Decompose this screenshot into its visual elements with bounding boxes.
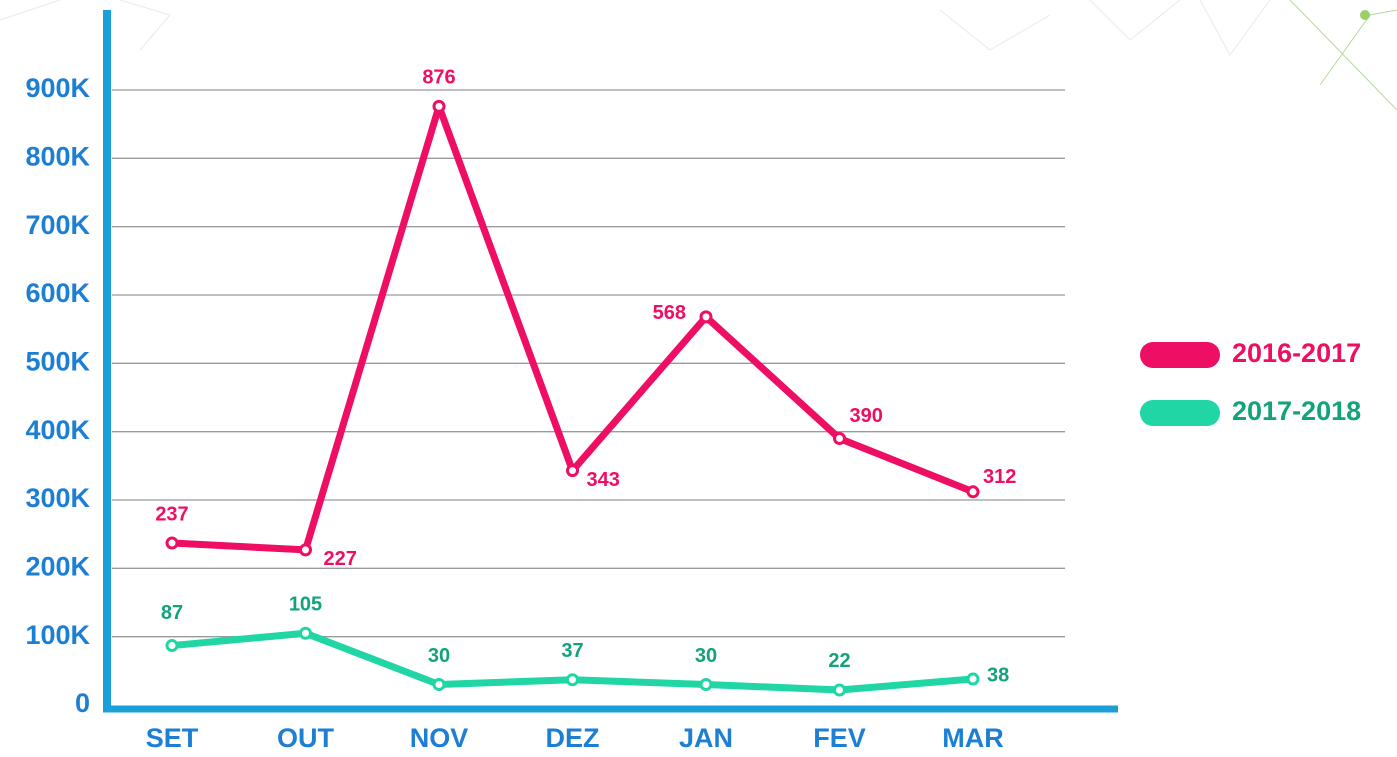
value-label: 38 xyxy=(987,664,1009,686)
point xyxy=(568,466,578,476)
y-tick-label: 0 xyxy=(75,688,90,718)
value-label: 343 xyxy=(587,469,620,491)
y-tick-label: 500K xyxy=(25,346,90,376)
point xyxy=(301,628,311,638)
x-tick-label: OUT xyxy=(277,723,335,753)
x-tick-label: JAN xyxy=(679,723,733,753)
value-label: 390 xyxy=(850,405,883,427)
point xyxy=(434,680,444,690)
series-line xyxy=(172,106,973,549)
legend-label: 2016-2017 xyxy=(1232,338,1361,368)
value-label: 237 xyxy=(155,503,188,525)
legend-swatch xyxy=(1140,342,1220,368)
point xyxy=(701,312,711,322)
x-tick-label: DEZ xyxy=(546,723,600,753)
y-tick-label: 300K xyxy=(25,483,90,513)
point xyxy=(434,101,444,111)
y-tick-label: 200K xyxy=(25,551,90,581)
y-tick-label: 800K xyxy=(25,141,90,171)
y-tick-label: 700K xyxy=(25,210,90,240)
value-label: 30 xyxy=(428,645,450,667)
y-tick-label: 400K xyxy=(25,415,90,445)
value-label: 312 xyxy=(983,466,1016,488)
value-label: 568 xyxy=(653,302,686,324)
y-tick-label: 600K xyxy=(25,278,90,308)
value-label: 227 xyxy=(324,548,357,570)
value-label: 87 xyxy=(161,602,183,624)
y-tick-label: 900K xyxy=(25,73,90,103)
legend-swatch xyxy=(1140,400,1220,426)
point xyxy=(568,675,578,685)
point xyxy=(167,641,177,651)
point xyxy=(835,685,845,695)
point xyxy=(301,545,311,555)
value-label: 30 xyxy=(695,645,717,667)
value-label: 22 xyxy=(828,650,850,672)
legend-label: 2017-2018 xyxy=(1232,396,1361,426)
y-tick-label: 100K xyxy=(25,620,90,650)
point xyxy=(968,674,978,684)
value-label: 105 xyxy=(289,594,322,616)
x-tick-label: NOV xyxy=(410,723,469,753)
decoration xyxy=(0,0,1397,110)
point xyxy=(701,680,711,690)
point xyxy=(835,434,845,444)
x-tick-label: FEV xyxy=(813,723,866,753)
value-label: 876 xyxy=(422,67,455,89)
point xyxy=(167,538,177,548)
chart: 0 100K 200K 300K 400K 500K 600K 700K 800K 900K SET… xyxy=(0,0,1397,757)
value-label: 37 xyxy=(561,640,583,662)
x-tick-label: MAR xyxy=(942,723,1004,753)
x-tick-label: SET xyxy=(146,723,199,753)
point xyxy=(968,487,978,497)
